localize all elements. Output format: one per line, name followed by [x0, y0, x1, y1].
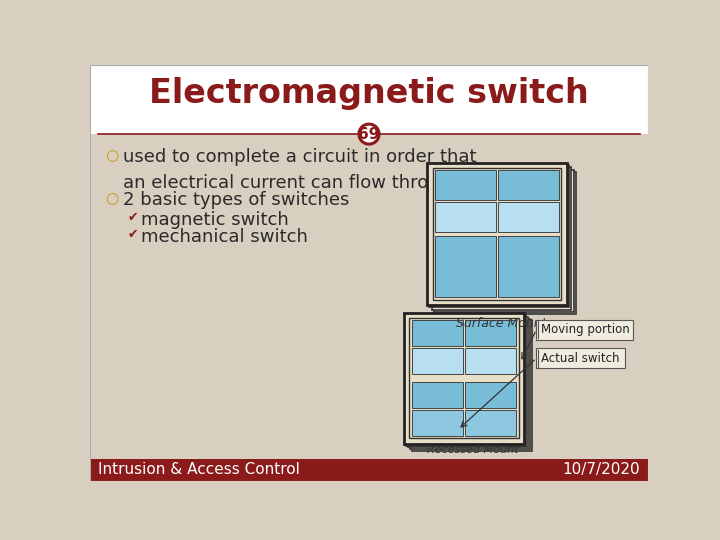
FancyBboxPatch shape: [90, 459, 648, 481]
FancyBboxPatch shape: [408, 316, 528, 448]
FancyBboxPatch shape: [432, 167, 571, 309]
FancyBboxPatch shape: [498, 170, 559, 200]
FancyBboxPatch shape: [406, 315, 526, 446]
FancyBboxPatch shape: [90, 65, 648, 134]
FancyBboxPatch shape: [465, 382, 516, 408]
FancyBboxPatch shape: [410, 319, 530, 449]
FancyBboxPatch shape: [412, 410, 463, 436]
Text: ○: ○: [106, 148, 119, 163]
Text: mechanical switch: mechanical switch: [141, 228, 308, 246]
FancyBboxPatch shape: [404, 313, 524, 444]
FancyBboxPatch shape: [498, 236, 559, 298]
FancyBboxPatch shape: [427, 163, 567, 305]
FancyBboxPatch shape: [429, 165, 569, 307]
Text: Actual switch: Actual switch: [541, 352, 619, 365]
Text: ○: ○: [106, 191, 119, 206]
FancyBboxPatch shape: [536, 348, 625, 368]
Text: used to complete a circuit in order that
an electrical current can flow through : used to complete a circuit in order that…: [122, 148, 485, 192]
Text: Intrusion & Access Control: Intrusion & Access Control: [98, 462, 300, 477]
Text: 69: 69: [359, 126, 379, 141]
Text: ✔: ✔: [127, 228, 138, 241]
Circle shape: [359, 124, 379, 144]
FancyBboxPatch shape: [433, 168, 561, 300]
Text: 2 basic types of switches: 2 basic types of switches: [122, 191, 349, 209]
FancyBboxPatch shape: [412, 348, 463, 374]
FancyBboxPatch shape: [465, 410, 516, 436]
FancyBboxPatch shape: [412, 320, 532, 451]
Text: Recessed Mount: Recessed Mount: [427, 445, 518, 455]
FancyBboxPatch shape: [436, 172, 576, 314]
Text: Surface Mount: Surface Mount: [456, 318, 546, 330]
FancyBboxPatch shape: [536, 320, 632, 340]
FancyBboxPatch shape: [409, 318, 518, 438]
Text: Electromagnetic switch: Electromagnetic switch: [149, 77, 589, 110]
FancyBboxPatch shape: [465, 320, 516, 346]
Text: 10/7/2020: 10/7/2020: [562, 462, 640, 477]
FancyBboxPatch shape: [435, 202, 495, 232]
FancyBboxPatch shape: [498, 202, 559, 232]
FancyBboxPatch shape: [412, 320, 463, 346]
Text: ✔: ✔: [127, 211, 138, 224]
FancyBboxPatch shape: [412, 382, 463, 408]
FancyBboxPatch shape: [434, 170, 574, 312]
FancyBboxPatch shape: [465, 348, 516, 374]
FancyBboxPatch shape: [435, 170, 495, 200]
Text: magnetic switch: magnetic switch: [141, 211, 289, 229]
Text: Moving portion: Moving portion: [541, 323, 630, 336]
FancyBboxPatch shape: [435, 236, 495, 298]
